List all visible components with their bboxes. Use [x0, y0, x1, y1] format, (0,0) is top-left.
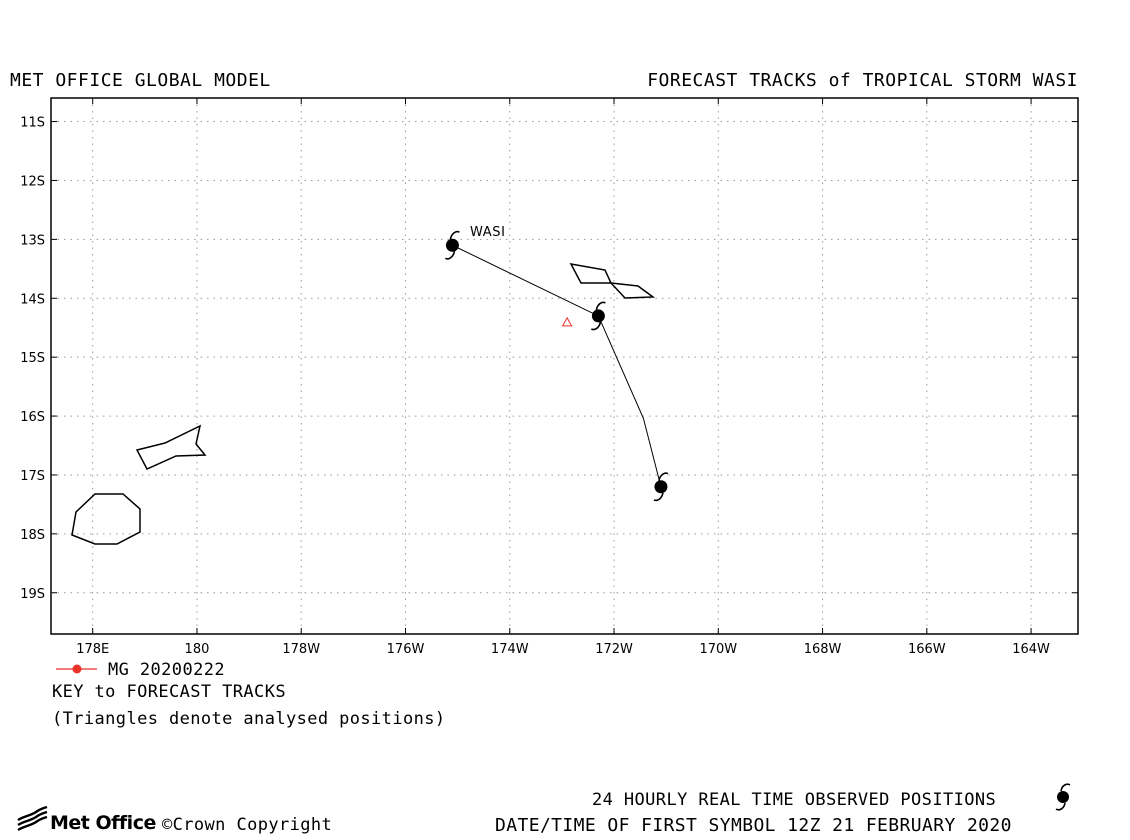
lat-label: 15S — [20, 351, 45, 366]
storm-arm — [449, 230, 460, 240]
forecast-track-label: MG 20200222 — [108, 660, 225, 680]
lon-label: 178W — [282, 642, 320, 657]
observed-positions-label: 24 HOURLY REAL TIME OBSERVED POSITIONS — [592, 790, 997, 810]
longitude-labels: 178E 180 178W 176W 174W 172W 170W 168W 166W 164W — [76, 642, 1050, 657]
lon-label: 168W — [804, 642, 842, 657]
analysed-position-triangle — [561, 316, 573, 327]
vanua-levu-coastline — [135, 424, 207, 470]
upolu-coastline — [609, 282, 656, 299]
lon-label: 176W — [387, 642, 425, 657]
axis-ticks — [51, 98, 1078, 634]
storm-arm — [444, 251, 456, 260]
viti-levu-coastline — [71, 493, 141, 545]
lat-label: 18S — [20, 528, 45, 543]
chart-title: FORECAST TRACKS of TROPICAL STORM WASI — [647, 70, 1078, 91]
storm-eye — [591, 309, 605, 323]
storm-arm — [653, 492, 664, 502]
lat-label: 13S — [20, 233, 45, 248]
lon-label: 178E — [76, 642, 109, 657]
tropical-storm-icon — [653, 472, 669, 502]
storm-arm — [590, 321, 602, 331]
lat-label: 16S — [20, 410, 45, 425]
first-symbol-datetime: DATE/TIME OF FIRST SYMBOL 12Z 21 FEBRUAR… — [495, 815, 1012, 836]
met-office-logo-text: Met Office — [50, 812, 156, 834]
coastlines — [71, 262, 656, 545]
lat-label: 12S — [20, 174, 45, 189]
lat-label: 11S — [20, 116, 45, 131]
lon-label: 180 — [185, 642, 210, 657]
storm-name-label: WASI — [470, 225, 506, 240]
latitude-labels: 11S 12S 13S 14S 15S 16S 17S 18S 19S — [20, 116, 45, 602]
storm-symbols — [444, 230, 669, 502]
lat-label: 19S — [20, 587, 45, 602]
lon-label: 166W — [908, 642, 946, 657]
legend-key-title: KEY to FORECAST TRACKS — [52, 682, 286, 702]
storm-eye — [445, 238, 459, 252]
copyright-notice: ©Crown Copyright — [162, 815, 333, 835]
lat-label: 17S — [20, 469, 45, 484]
storm-arm — [595, 301, 606, 311]
lon-label: 174W — [491, 642, 529, 657]
lon-label: 170W — [699, 642, 737, 657]
storm-arm — [658, 472, 669, 481]
lon-label: 164W — [1012, 642, 1050, 657]
model-title: MET OFFICE GLOBAL MODEL — [10, 70, 271, 91]
tropical-storm-icon — [590, 301, 606, 331]
lon-label: 172W — [595, 642, 633, 657]
map-grid — [51, 98, 1078, 634]
lat-label: 14S — [20, 292, 45, 307]
forecast-legend-marker — [56, 664, 97, 674]
storm-eye — [654, 480, 668, 494]
met-office-logo-icon — [17, 805, 48, 832]
map-frame — [50, 97, 1079, 635]
observed-track-line — [452, 244, 662, 487]
savaii-coastline — [569, 262, 613, 284]
observed-position-symbol-icon — [1055, 783, 1071, 811]
tropical-storm-icon — [444, 230, 460, 260]
legend-note: (Triangles denote analysed positions) — [52, 709, 446, 729]
